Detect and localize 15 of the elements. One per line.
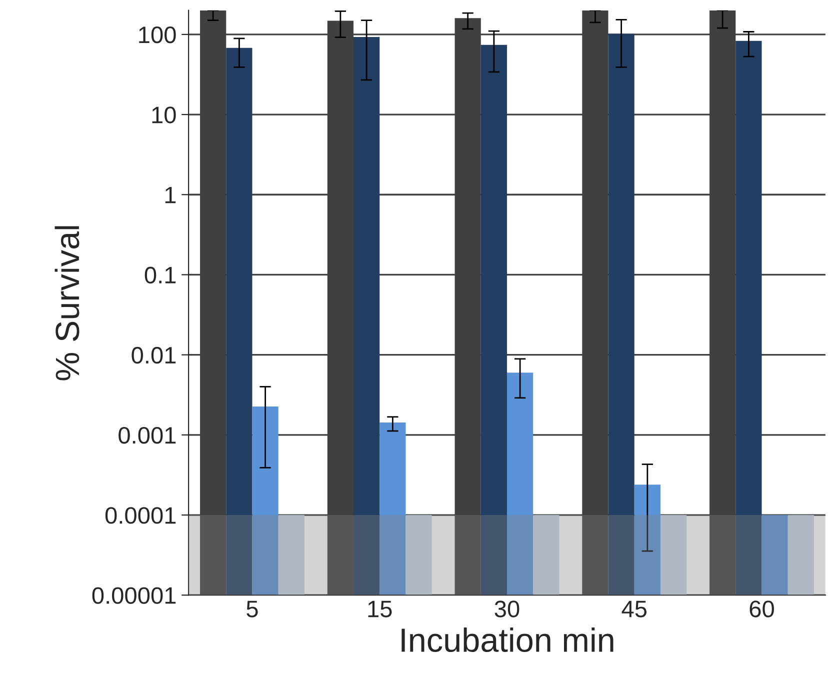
x-tick-label: 15 — [368, 600, 392, 618]
y-tick-label: 0.001 — [118, 426, 176, 444]
y-tick-label: 100 — [139, 26, 176, 44]
x-axis-title: Incubation min — [402, 628, 614, 652]
x-tick-label: 60 — [750, 600, 774, 618]
y-axis-title: % Survival — [54, 226, 80, 380]
x-tick-label: 45 — [622, 600, 647, 618]
x-tick-label: 5 — [246, 600, 258, 618]
y-tick-label: 0.01 — [132, 346, 176, 364]
y-tick-label: 0.0001 — [105, 507, 176, 524]
x-tick-label: 30 — [494, 600, 520, 618]
y-tick-label: 0.1 — [144, 266, 176, 284]
y-tick-label: 0.00001 — [92, 587, 176, 604]
y-tick-label: 1 — [165, 186, 176, 204]
y-tick-label: 10 — [152, 106, 176, 124]
